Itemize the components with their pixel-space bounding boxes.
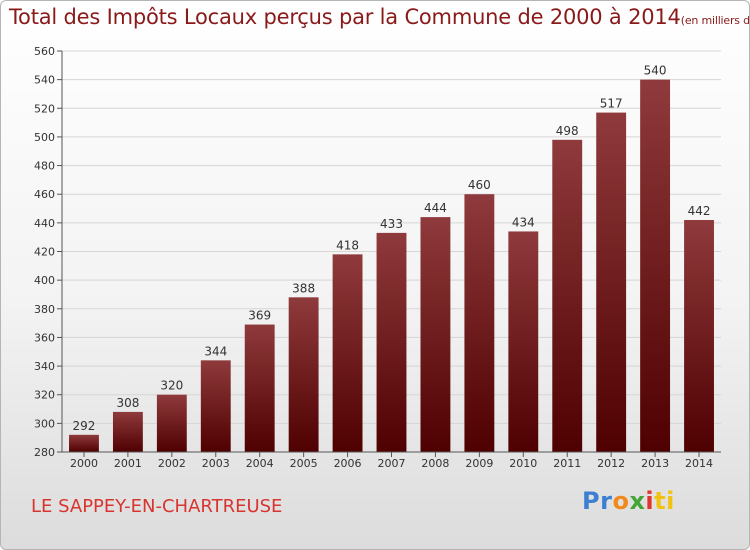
bar: [112, 411, 143, 452]
logo-part: Pr: [582, 487, 613, 515]
labels: 280 300 320 340 360 380 400 420 440 460 480 500 520 5…: [34, 45, 713, 470]
y-tick-label: 280: [34, 446, 55, 459]
chart-title: Total des Impôts Locaux perçus par la Co…: [9, 5, 750, 29]
y-tick-label: 540: [34, 74, 55, 87]
bar: [332, 254, 363, 452]
title-unit: (en milliers d'€): [680, 14, 750, 27]
bar-value-label: 433: [380, 217, 403, 231]
bar: [420, 217, 451, 452]
bar-value-label: 444: [424, 201, 447, 215]
y-tick-label: 500: [34, 131, 55, 144]
bar-value-label: 540: [644, 64, 667, 78]
bar: [508, 231, 539, 452]
bars: [69, 79, 714, 453]
x-tick-label: 2009: [465, 457, 493, 470]
x-tick-label: 2004: [246, 457, 274, 470]
proxiti-logo: Proxiti: [582, 487, 675, 515]
bar-value-label: 388: [292, 281, 315, 295]
title-text: Total des Impôts Locaux perçus par la Co…: [9, 5, 681, 29]
bar: [596, 112, 627, 452]
bar: [156, 394, 187, 452]
x-tick-label: 2012: [597, 457, 625, 470]
x-tick-label: 2000: [70, 457, 98, 470]
bar-value-label: 460: [468, 178, 491, 192]
bar: [640, 79, 671, 453]
bar-value-label: 308: [116, 396, 139, 410]
y-tick-label: 380: [34, 303, 55, 316]
x-tick-label: 2010: [509, 457, 537, 470]
x-tick-label: 2008: [421, 457, 449, 470]
logo-part: ti: [654, 487, 675, 515]
bar-value-label: 517: [600, 97, 623, 111]
bar: [684, 219, 714, 452]
x-tick-label: 2005: [290, 457, 318, 470]
bar-value-label: 369: [248, 309, 271, 323]
bar: [244, 324, 275, 452]
y-tick-label: 360: [34, 331, 55, 344]
y-tick-label: 320: [34, 389, 55, 402]
commune-name: LE SAPPEY-EN-CHARTREUSE: [31, 496, 283, 517]
bar: [69, 434, 99, 452]
bar-value-label: 292: [73, 419, 96, 433]
bar-value-label: 418: [336, 238, 359, 252]
bar: [376, 232, 407, 452]
bar-value-label: 344: [204, 344, 227, 358]
y-tick-label: 560: [34, 45, 55, 58]
logo-part: i: [645, 487, 655, 515]
y-tick-label: 340: [34, 360, 55, 373]
x-tick-label: 2007: [378, 457, 406, 470]
y-tick-label: 300: [34, 417, 55, 430]
y-tick-label: 460: [34, 188, 55, 201]
axes: [57, 50, 721, 457]
bar: [288, 297, 319, 452]
y-tick-label: 400: [34, 274, 55, 287]
y-tick-label: 440: [34, 217, 55, 230]
x-tick-label: 2014: [685, 457, 713, 470]
x-tick-label: 2011: [553, 457, 581, 470]
x-tick-label: 2006: [334, 457, 362, 470]
bar: [464, 194, 495, 452]
x-tick-label: 2002: [158, 457, 186, 470]
bar-value-label: 320: [160, 379, 183, 393]
bar: [552, 139, 583, 453]
logo-part: x: [629, 487, 646, 515]
bar-value-label: 498: [556, 124, 579, 138]
x-tick-label: 2001: [114, 457, 142, 470]
y-tick-label: 520: [34, 102, 55, 115]
x-tick-label: 2013: [641, 457, 669, 470]
logo-part: o: [612, 487, 630, 515]
bar-value-label: 442: [688, 204, 711, 218]
y-tick-label: 420: [34, 246, 55, 259]
bar-value-label: 434: [512, 215, 535, 229]
y-tick-label: 480: [34, 160, 55, 173]
x-tick-label: 2003: [202, 457, 230, 470]
bar: [200, 360, 231, 452]
